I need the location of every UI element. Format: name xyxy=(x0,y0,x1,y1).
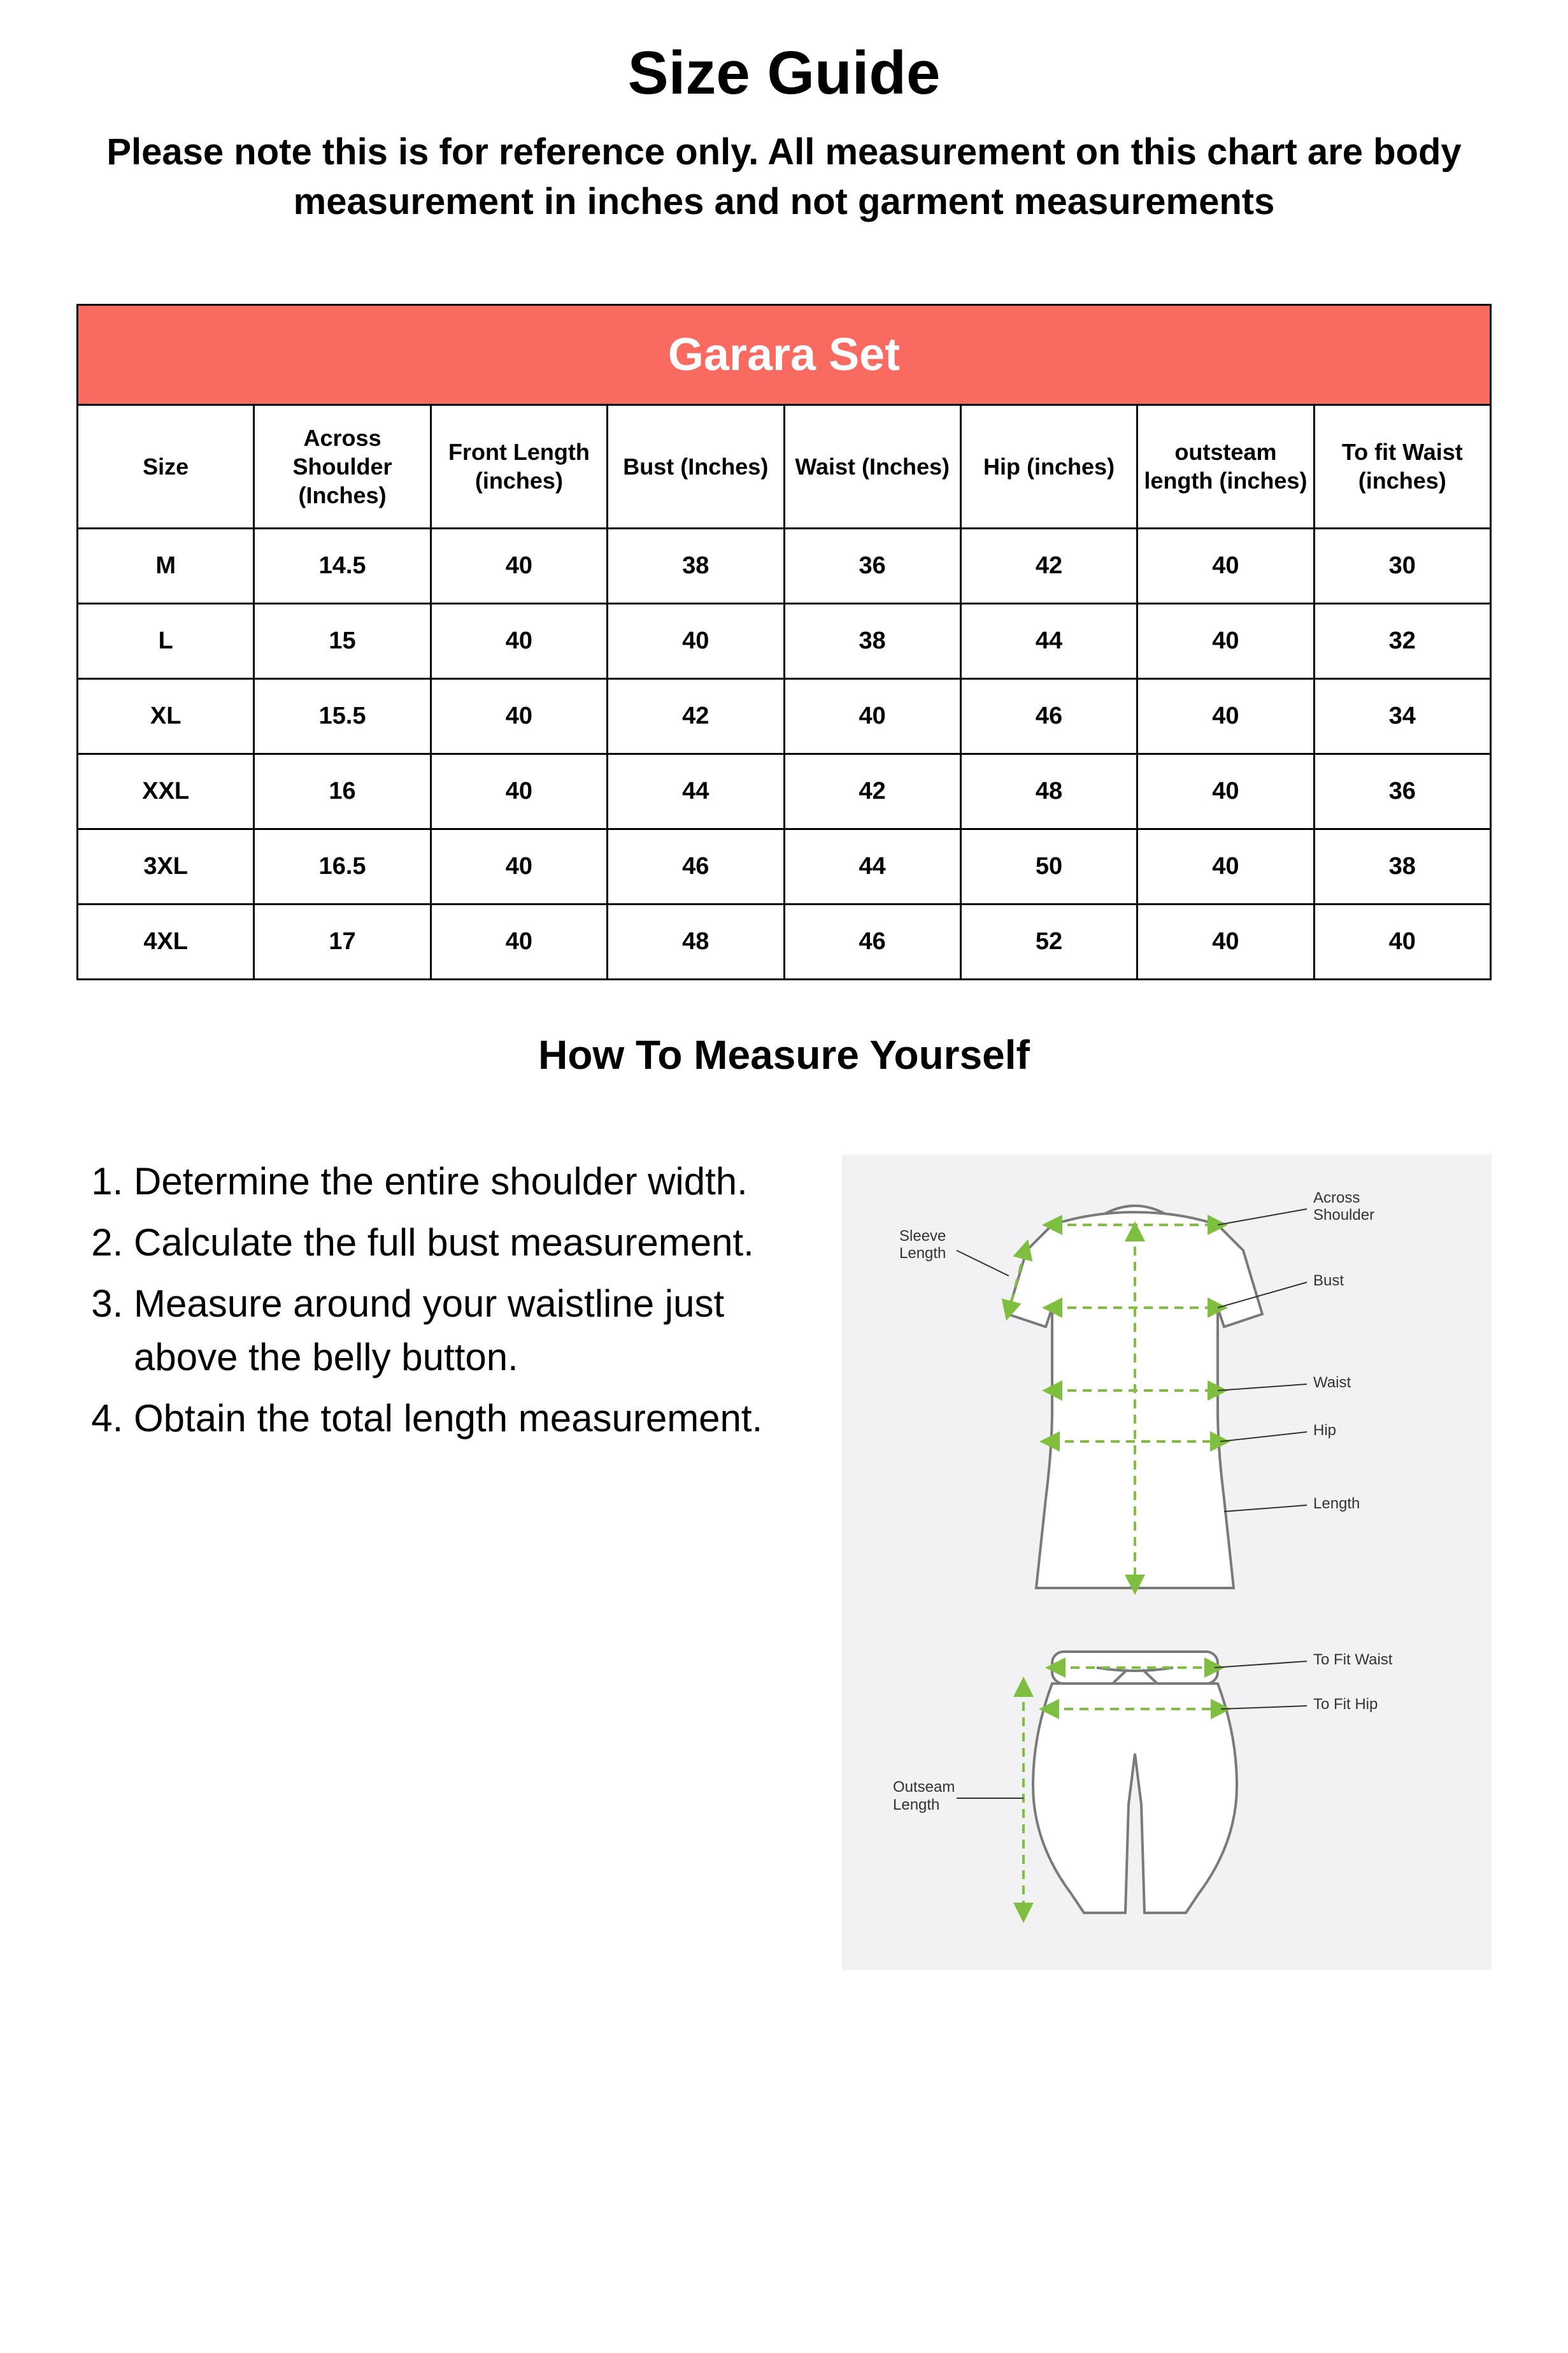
label-waist: Waist xyxy=(1313,1374,1351,1391)
table-row: L15404038444032 xyxy=(78,603,1491,678)
table-cell: 42 xyxy=(608,678,784,754)
table-row: 3XL16.5404644504038 xyxy=(78,829,1491,904)
table-cell: 32 xyxy=(1314,603,1490,678)
label-fit-hip: To Fit Hip xyxy=(1313,1696,1378,1713)
table-cell: 40 xyxy=(784,678,960,754)
col-size: Size xyxy=(78,404,254,528)
table-cell: XL xyxy=(78,678,254,754)
table-cell: 52 xyxy=(960,904,1137,979)
table-cell: 40 xyxy=(1137,603,1314,678)
table-column-header-row: Size Across Shoulder (Inches) Front Leng… xyxy=(78,404,1491,528)
col-bust: Bust (Inches) xyxy=(608,404,784,528)
measurement-diagram: Sleeve Length Across Shoulder Bust Waist… xyxy=(842,1155,1492,1970)
table-cell: 34 xyxy=(1314,678,1490,754)
table-cell: L xyxy=(78,603,254,678)
col-waist: Waist (Inches) xyxy=(784,404,960,528)
table-cell: 42 xyxy=(960,528,1137,603)
label-outseam: Outseam xyxy=(893,1778,955,1796)
table-row: XL15.5404240464034 xyxy=(78,678,1491,754)
label-sleeve2: Length xyxy=(899,1245,946,1262)
howto-step: Measure around your waistline just above… xyxy=(134,1277,804,1384)
table-cell: 40 xyxy=(431,754,607,829)
table-cell: 42 xyxy=(784,754,960,829)
table-cell: 40 xyxy=(431,904,607,979)
table-cell: 40 xyxy=(1137,678,1314,754)
howto-step: Obtain the total length measurement. xyxy=(134,1392,804,1445)
table-cell: 36 xyxy=(784,528,960,603)
table-cell: 46 xyxy=(784,904,960,979)
col-outseam: outsteam length (inches) xyxy=(1137,404,1314,528)
page-title: Size Guide xyxy=(76,38,1492,108)
table-cell: 40 xyxy=(608,603,784,678)
label-length: Length xyxy=(1313,1495,1360,1512)
table-cell: 40 xyxy=(1137,904,1314,979)
table-cell: 16.5 xyxy=(254,829,431,904)
table-cell: 3XL xyxy=(78,829,254,904)
table-cell: M xyxy=(78,528,254,603)
label-sleeve: Sleeve xyxy=(899,1227,946,1245)
table-cell: XXL xyxy=(78,754,254,829)
table-cell: 48 xyxy=(960,754,1137,829)
table-row: XXL16404442484036 xyxy=(78,754,1491,829)
size-table: Garara Set Size Across Shoulder (Inches)… xyxy=(76,304,1492,980)
table-cell: 4XL xyxy=(78,904,254,979)
table-cell: 40 xyxy=(1137,829,1314,904)
table-cell: 40 xyxy=(431,528,607,603)
label-fit-waist: To Fit Waist xyxy=(1313,1651,1393,1668)
table-cell: 46 xyxy=(608,829,784,904)
table-cell: 16 xyxy=(254,754,431,829)
howto-step: Calculate the full bust measurement. xyxy=(134,1216,804,1269)
table-cell: 14.5 xyxy=(254,528,431,603)
table-cell: 15.5 xyxy=(254,678,431,754)
size-table-container: Garara Set Size Across Shoulder (Inches)… xyxy=(76,304,1492,980)
label-hip: Hip xyxy=(1313,1422,1336,1439)
table-cell: 17 xyxy=(254,904,431,979)
table-cell: 15 xyxy=(254,603,431,678)
table-cell: 40 xyxy=(1137,528,1314,603)
label-outseam2: Length xyxy=(893,1796,939,1813)
table-row: M14.5403836424030 xyxy=(78,528,1491,603)
table-set-header-row: Garara Set xyxy=(78,304,1491,404)
label-across: Across xyxy=(1313,1189,1360,1206)
table-cell: 48 xyxy=(608,904,784,979)
table-cell: 44 xyxy=(960,603,1137,678)
table-cell: 40 xyxy=(431,603,607,678)
col-hip: Hip (inches) xyxy=(960,404,1137,528)
table-cell: 38 xyxy=(1314,829,1490,904)
table-cell: 40 xyxy=(1137,754,1314,829)
howto-step: Determine the entire shoulder width. xyxy=(134,1155,804,1208)
table-cell: 38 xyxy=(784,603,960,678)
howto-section: Determine the entire shoulder width. Calc… xyxy=(76,1155,1492,1970)
table-cell: 40 xyxy=(431,829,607,904)
label-bust: Bust xyxy=(1313,1272,1344,1289)
howto-title: How To Measure Yourself xyxy=(76,1031,1492,1078)
pants-outline-icon xyxy=(1033,1652,1237,1913)
table-cell: 44 xyxy=(784,829,960,904)
table-cell: 40 xyxy=(431,678,607,754)
col-front: Front Length (inches) xyxy=(431,404,607,528)
label-across2: Shoulder xyxy=(1313,1206,1374,1224)
table-cell: 50 xyxy=(960,829,1137,904)
table-cell: 38 xyxy=(608,528,784,603)
table-cell: 40 xyxy=(1314,904,1490,979)
table-cell: 36 xyxy=(1314,754,1490,829)
table-set-name: Garara Set xyxy=(78,304,1491,404)
table-cell: 44 xyxy=(608,754,784,829)
howto-list: Determine the entire shoulder width. Calc… xyxy=(76,1155,804,1453)
table-cell: 30 xyxy=(1314,528,1490,603)
table-row: 4XL17404846524040 xyxy=(78,904,1491,979)
page-subtitle: Please note this is for reference only. … xyxy=(76,127,1492,227)
table-cell: 46 xyxy=(960,678,1137,754)
col-fitwaist: To fit Waist (inches) xyxy=(1314,404,1490,528)
col-shoulder: Across Shoulder (Inches) xyxy=(254,404,431,528)
